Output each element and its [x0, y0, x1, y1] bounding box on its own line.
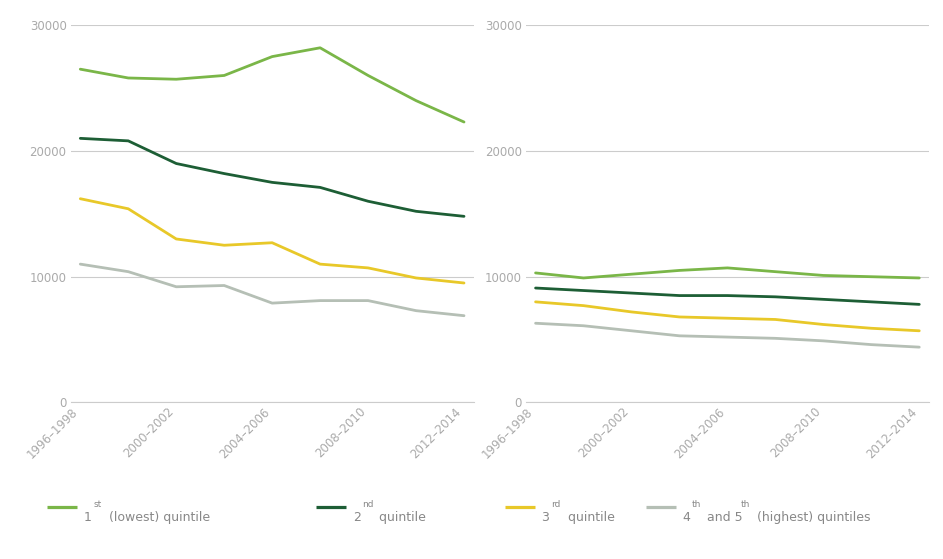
Text: 3: 3 — [541, 511, 549, 524]
Text: 2: 2 — [353, 511, 360, 524]
Text: nd: nd — [362, 500, 373, 509]
Text: quintile: quintile — [375, 511, 426, 524]
Text: quintile: quintile — [564, 511, 615, 524]
Text: and 5: and 5 — [703, 511, 743, 524]
Text: th: th — [692, 500, 702, 509]
Text: (highest) quintiles: (highest) quintiles — [753, 511, 870, 524]
Text: rd: rd — [551, 500, 560, 509]
Text: 4: 4 — [683, 511, 690, 524]
Text: 1: 1 — [84, 511, 91, 524]
Text: (lowest) quintile: (lowest) quintile — [105, 511, 209, 524]
Text: st: st — [93, 500, 102, 509]
Text: th: th — [741, 500, 751, 509]
